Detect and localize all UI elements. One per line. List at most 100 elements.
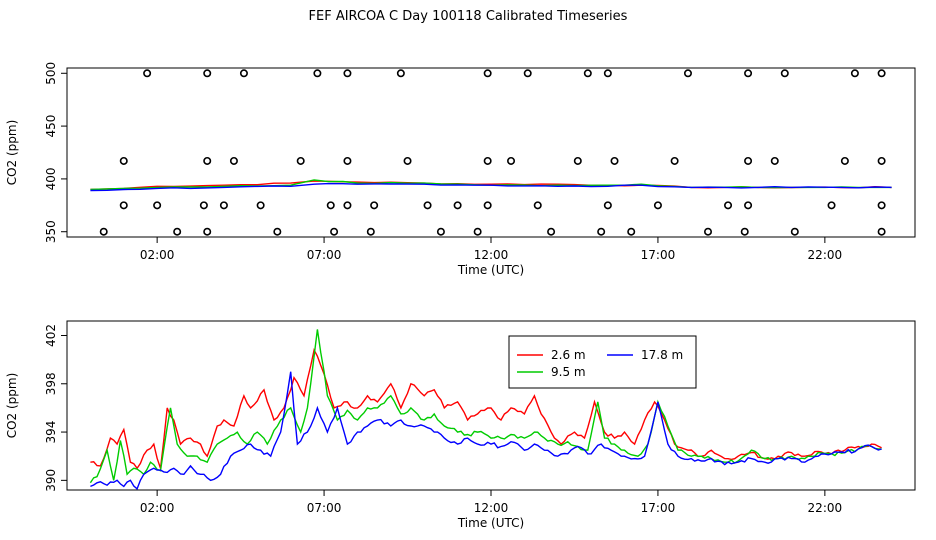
- data-point: [877, 156, 886, 165]
- x-tick-label: 02:00: [140, 248, 175, 262]
- data-point: [770, 156, 779, 165]
- plot-frame: [66, 320, 916, 491]
- data-point: [330, 227, 339, 236]
- legend-label: 17.8 m: [641, 348, 683, 362]
- y-tick-label: 350: [44, 220, 58, 243]
- series-2-6-m-line: [90, 347, 882, 470]
- x-tick-label: 17:00: [641, 248, 676, 262]
- y-tick-label: 398: [44, 372, 58, 395]
- data-point: [219, 201, 228, 210]
- data-point: [597, 227, 606, 236]
- data-point: [583, 69, 592, 78]
- data-point: [603, 69, 612, 78]
- data-point: [366, 227, 375, 236]
- data-point: [239, 69, 248, 78]
- data-point: [396, 69, 405, 78]
- x-axis-label: Time (UTC): [457, 263, 524, 277]
- data-point: [99, 227, 108, 236]
- y-axis-label: CO2 (ppm): [5, 373, 19, 439]
- data-point: [343, 156, 352, 165]
- data-point: [483, 69, 492, 78]
- data-point: [683, 69, 692, 78]
- y-tick-label: 390: [44, 469, 58, 492]
- x-tick-label: 07:00: [307, 248, 342, 262]
- x-tick-label: 22:00: [808, 501, 843, 515]
- data-point: [744, 69, 753, 78]
- data-point: [744, 156, 753, 165]
- data-point: [827, 201, 836, 210]
- data-point: [877, 227, 886, 236]
- data-point: [533, 201, 542, 210]
- data-point: [627, 227, 636, 236]
- data-point: [119, 156, 128, 165]
- legend-label: 9.5 m: [551, 365, 586, 379]
- plot-frame: [66, 67, 916, 238]
- data-point: [119, 201, 128, 210]
- data-point: [173, 227, 182, 236]
- series-3-line: [90, 182, 892, 192]
- data-point: [790, 227, 799, 236]
- data-point: [256, 201, 265, 210]
- data-point: [326, 201, 335, 210]
- data-point: [547, 227, 556, 236]
- data-point: [203, 227, 212, 236]
- data-point: [423, 201, 432, 210]
- data-point: [229, 156, 238, 165]
- data-point: [877, 201, 886, 210]
- y-tick-label: 400: [44, 167, 58, 190]
- x-axis-label: Time (UTC): [457, 516, 524, 530]
- data-point: [343, 201, 352, 210]
- data-point: [313, 69, 322, 78]
- data-point: [273, 227, 282, 236]
- data-point: [610, 156, 619, 165]
- data-point: [199, 201, 208, 210]
- data-point: [296, 156, 305, 165]
- data-point: [653, 201, 662, 210]
- y-tick-label: 402: [44, 324, 58, 347]
- data-point: [153, 201, 162, 210]
- legend-label: 2.6 m: [551, 348, 586, 362]
- y-tick-label: 394: [44, 421, 58, 444]
- data-point: [453, 201, 462, 210]
- y-axis-label: CO2 (ppm): [5, 120, 19, 186]
- data-point: [724, 201, 733, 210]
- y-tick-label: 500: [44, 62, 58, 85]
- data-point: [343, 69, 352, 78]
- x-tick-label: 17:00: [641, 501, 676, 515]
- series-9-5-m-line: [89, 329, 882, 484]
- data-point: [780, 69, 789, 78]
- data-point: [483, 156, 492, 165]
- page-title: FEF AIRCOA C Day 100118 Calibrated Times…: [308, 9, 628, 24]
- data-point: [740, 227, 749, 236]
- x-tick-label: 12:00: [474, 248, 509, 262]
- data-point: [507, 156, 516, 165]
- data-point: [473, 227, 482, 236]
- data-point: [523, 69, 532, 78]
- data-point: [704, 227, 713, 236]
- data-point: [143, 69, 152, 78]
- data-point: [203, 69, 212, 78]
- data-point: [877, 69, 886, 78]
- plot-panel-1: 02:00 07:00 12:00 17:00 22:00 350 400 450 500 Tim…: [5, 62, 916, 277]
- data-point: [670, 156, 679, 165]
- plot-panel-2: 02:00 07:00 12:00 17:00 22:00 390 394 398 402 Tim…: [5, 320, 916, 530]
- x-tick-label: 22:00: [808, 248, 843, 262]
- x-tick-label: 02:00: [140, 501, 175, 515]
- data-point: [744, 201, 753, 210]
- data-point: [370, 201, 379, 210]
- data-point: [573, 156, 582, 165]
- legend-box: [508, 335, 697, 389]
- x-tick-label: 07:00: [307, 501, 342, 515]
- x-tick-label: 12:00: [474, 501, 509, 515]
- data-point: [603, 201, 612, 210]
- data-point: [203, 156, 212, 165]
- data-point: [403, 156, 412, 165]
- data-point: [436, 227, 445, 236]
- legend: 2.6 m 9.5 m 17.8 m: [508, 335, 697, 389]
- data-point: [840, 156, 849, 165]
- y-tick-label: 450: [44, 115, 58, 138]
- series-17-8-m-line: [90, 371, 882, 490]
- data-point: [850, 69, 859, 78]
